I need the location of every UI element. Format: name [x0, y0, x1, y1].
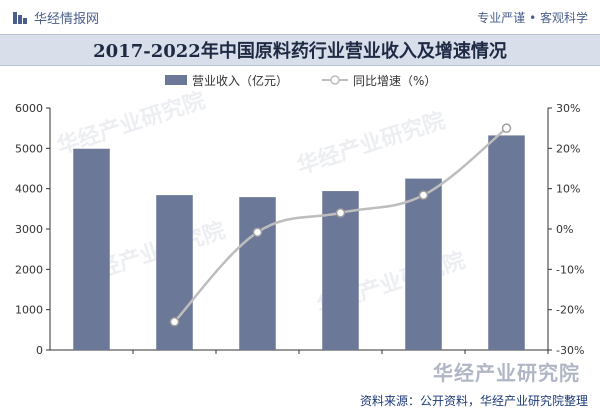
y-right-tick-label: -30% [556, 344, 584, 354]
bottom-logo: 华经产业研究院 [433, 361, 580, 385]
y-left-tick-label: 0 [36, 344, 43, 354]
bar [73, 148, 110, 350]
growth-point [169, 317, 180, 327]
y-left-tick-label: 2000 [15, 263, 43, 276]
y-left-tick-label: 3000 [15, 223, 43, 236]
source-note: 资料来源：公开资料，华经产业研究院整理 [359, 394, 588, 408]
growth-point [501, 123, 512, 133]
growth-point [418, 190, 429, 200]
growth-point [252, 227, 263, 237]
y-right-tick-label: -10% [556, 263, 584, 276]
brand: 华经情报网 [12, 8, 99, 27]
legend: 营业收入（亿元） 同比增速（%） [165, 73, 436, 88]
bar-series [73, 135, 525, 350]
axes: 0 1000 2000 3000 4000 5000 6000 -30% -20% -10% 0% 1… [15, 102, 584, 354]
legend-swatch-bar [165, 75, 187, 85]
growth-point [335, 208, 346, 218]
legend-label-bar: 营业收入（亿元） [192, 73, 288, 88]
line-series [169, 123, 512, 327]
bar [156, 195, 193, 350]
y-left-tick-label: 1000 [15, 304, 43, 317]
y-right-tick-label: 10% [556, 183, 580, 196]
chart-title: 2017-2022年中国原料药行业营业收入及增速情况 [93, 41, 507, 62]
y-left-tick-label: 4000 [15, 183, 43, 196]
y-right-tick-label: 30% [556, 102, 580, 115]
slogan: 专业严谨 • 客观科学 [477, 11, 588, 25]
y-right-tick-label: 0% [556, 223, 573, 236]
header-bar: 华经情报网 专业严谨 • 客观科学 [0, 0, 600, 34]
y-right-tick-label: 20% [556, 142, 580, 155]
legend-label-line: 同比增速（%） [353, 74, 436, 88]
bar [239, 197, 276, 350]
y-right-tick-label: -20% [556, 304, 584, 317]
y-left-tick-label: 5000 [15, 142, 43, 155]
bar [488, 135, 525, 350]
bar [405, 178, 442, 350]
brand-name: 华经情报网 [34, 12, 100, 27]
legend-marker-line [330, 75, 340, 85]
brand-logo-icon [13, 11, 27, 24]
y-left-tick-label: 6000 [15, 102, 43, 115]
chart-title-bar: 2017-2022年中国原料药行业营业收入及增速情况 [0, 34, 600, 66]
watermark-text: 华经产业研究院 [294, 107, 449, 179]
